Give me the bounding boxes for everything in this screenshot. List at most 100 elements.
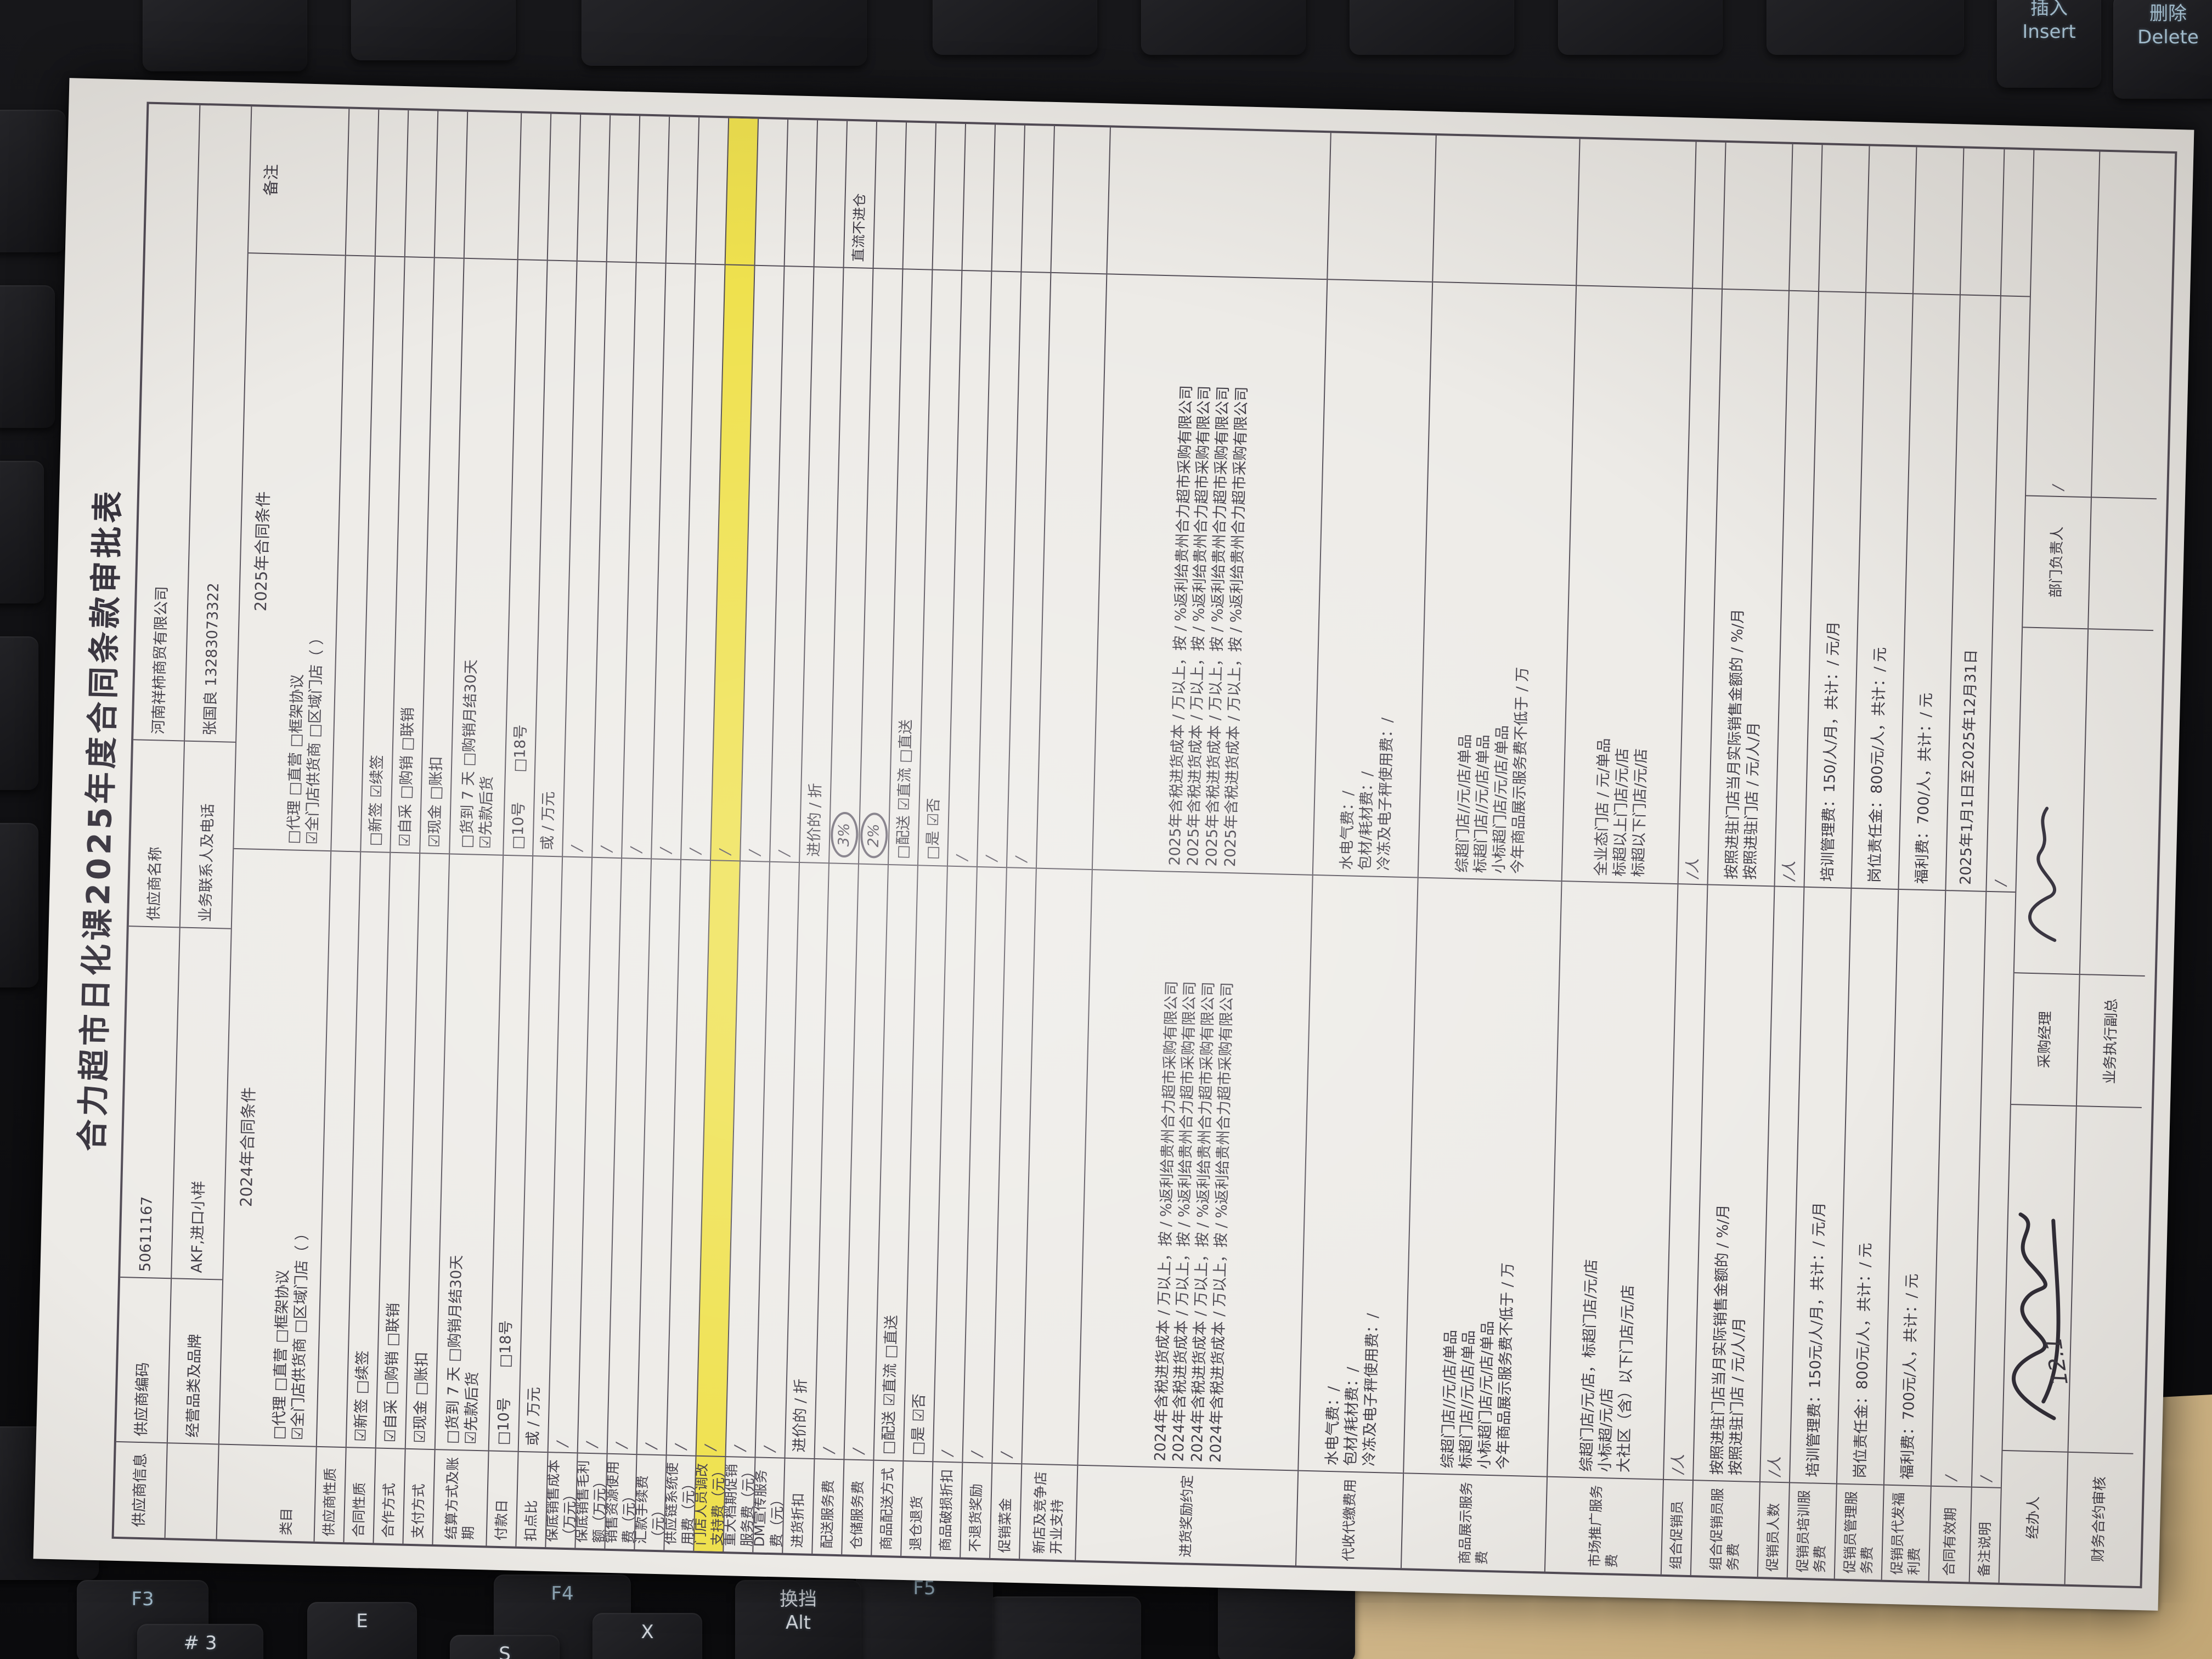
row-note bbox=[666, 116, 699, 265]
key-s: S bbox=[450, 1635, 560, 1659]
insert-key: 插入 Insert bbox=[1997, 0, 2101, 88]
row-note bbox=[992, 125, 1024, 273]
value-2025: 水电气费：/ 包材/耗材费：/ 冷冻及电子秤使用费：/ bbox=[1313, 280, 1432, 878]
value-2024-text: 2024年含税进货成本 / 万以上，按 / %返利给贵州合力超市采购有限公司 2… bbox=[1152, 980, 1236, 1463]
value-2024-text: / bbox=[554, 1441, 572, 1447]
f5-key-label: F5 bbox=[913, 1577, 936, 1599]
header-note: 备注 bbox=[248, 106, 294, 255]
header-label-col bbox=[217, 1444, 261, 1540]
approval-spacer-label bbox=[2089, 498, 2157, 631]
value-2025-text: □配送 ☑直流 □直送 bbox=[894, 719, 915, 860]
value-2025-text: / bbox=[657, 848, 675, 854]
row-note bbox=[435, 111, 467, 259]
row-label: 供应商性质 bbox=[321, 1468, 339, 1537]
contract-approval-form: 合力超市日化课2025年度合同条款审批表 供应商信息 供应商编码 5061116… bbox=[33, 78, 2194, 1611]
keyboard-key bbox=[1350, 0, 1514, 55]
row-note bbox=[1693, 142, 1725, 290]
value-2024-text: □是 ☑否 bbox=[909, 1393, 928, 1455]
finance-review-cell bbox=[2068, 1107, 2142, 1454]
key-3: # 3 bbox=[137, 1624, 263, 1659]
value-2024-text: / bbox=[968, 1451, 986, 1457]
row-label: 退仓退货 bbox=[907, 1496, 926, 1551]
row-label: 备注说明 bbox=[1976, 1521, 1994, 1577]
value-2025-text: □10号 □18号 bbox=[509, 724, 530, 850]
vp-cell bbox=[2080, 629, 2154, 977]
document: 合力超市日化课2025年度合同条款审批表 供应商信息 供应商编码 5061116… bbox=[48, 100, 2177, 1589]
row-note bbox=[1819, 145, 1869, 294]
keyboard-key bbox=[143, 0, 307, 71]
delete-key: 删除 Delete bbox=[2113, 0, 2212, 99]
row-note bbox=[405, 110, 438, 258]
keyboard-key bbox=[0, 461, 44, 603]
category-label: 经营品类及品牌 bbox=[167, 1279, 223, 1445]
value-2025-text: 福利费：700/人，共计：/ 元 bbox=[1913, 692, 1936, 884]
row-note bbox=[1723, 142, 1792, 291]
value-2025: 全业态门店 / 元/单品 标超以上门店/元/店 标超以下门店/元/店 bbox=[1562, 286, 1692, 885]
form-table: 供应商信息 供应商编码 50611167 供应商名称 河南祥柿商贸有限公司 经营… bbox=[111, 101, 2177, 1589]
purchase-manager-label: 采购经理 bbox=[2011, 973, 2079, 1107]
alt-key: 换挡 Alt bbox=[735, 1580, 861, 1659]
key-e: E bbox=[307, 1602, 417, 1659]
row-label: 促销员管理服务费 bbox=[1841, 1491, 1876, 1575]
row-label: 结算方式及账期 bbox=[443, 1457, 477, 1540]
key-s-label: S bbox=[499, 1643, 511, 1659]
value-2025-text: 综超门店//元/店/单品 标超门店//元/店/单品 小标超门店/元/店/单品 今… bbox=[1453, 667, 1531, 874]
value-2024-text: ☑自采 □购销 □联销 bbox=[382, 1302, 403, 1443]
row-label: 合同有效期 bbox=[1941, 1507, 1959, 1576]
value-2024-text: 或 / 万元 bbox=[524, 1386, 543, 1446]
value-2024-text: □10号 □18号 bbox=[495, 1320, 515, 1446]
keyboard-key bbox=[933, 0, 1097, 55]
table-row: 进货奖励约定 2024年含税进货成本 / 万以上，按 / %返利给贵州合力超市采… bbox=[1075, 127, 1330, 1566]
supplier-name-label: 供应商名称 bbox=[128, 740, 184, 928]
value-2024-text: /人 bbox=[1669, 1454, 1688, 1474]
value-2025-text: □代理 □直营 □框架协议 ☑全门店供货商 □区域门店（ ） bbox=[285, 630, 326, 845]
value-2024-text: 综超门店/元/店，标超门店/元/店 小标超/元/店 大社区（含）以下门店/元/店 bbox=[1578, 1259, 1637, 1473]
value-2024-text: / bbox=[672, 1444, 690, 1450]
row-note bbox=[962, 124, 995, 272]
value-2024-text: / bbox=[1943, 1475, 1960, 1481]
row-label: 促销菜金 bbox=[996, 1498, 1014, 1553]
row-note bbox=[346, 109, 379, 257]
value-2025-text: 水电气费：/ 包材/耗材费：/ 冷冻及电子秤使用费：/ bbox=[1338, 717, 1396, 871]
row-note bbox=[2001, 149, 2034, 297]
row-label: 类目 bbox=[278, 1508, 295, 1536]
row-note bbox=[1433, 135, 1579, 286]
row-label: DM宣传服务费（元） bbox=[753, 1469, 785, 1548]
value-2024-text: / bbox=[702, 1444, 720, 1451]
insert-key-label: 插入 Insert bbox=[2022, 0, 2076, 43]
value-2025-text: / bbox=[687, 848, 704, 854]
dept-head-label: 部门负责人 bbox=[2023, 496, 2091, 629]
row-note bbox=[1107, 127, 1330, 280]
row-note bbox=[755, 119, 788, 267]
row-label: 合同性质 bbox=[351, 1482, 368, 1538]
row-label: 新店及竞争店开业支持 bbox=[1031, 1471, 1065, 1555]
row-note bbox=[1022, 125, 1054, 273]
row-note bbox=[290, 108, 349, 256]
row-label: 代收代缴费用 bbox=[1340, 1479, 1359, 1562]
row-label: 配送服务费 bbox=[819, 1480, 837, 1549]
value-2024-text: / bbox=[613, 1442, 631, 1448]
row-label: 商品展示服务费 bbox=[1456, 1481, 1490, 1565]
value-2025-text: / bbox=[776, 850, 793, 856]
row-label: 促销员代发福利费 bbox=[1888, 1492, 1923, 1576]
value-2024-text: 岗位责任金：800元/人，共计：/ 元 bbox=[1852, 1243, 1875, 1479]
value-2025-text: / bbox=[598, 846, 616, 852]
approval-spacer-cell bbox=[2091, 151, 2165, 499]
value-2025-text: 进价的 / 折 bbox=[805, 783, 825, 857]
row-note bbox=[785, 120, 817, 268]
value-2025-text: 2025年1月1日至2025年12月31日 bbox=[1957, 649, 1980, 885]
row-label: 供应链系统使用费（元） bbox=[664, 1462, 696, 1545]
value-2025-text: /人 bbox=[1780, 860, 1798, 881]
value-2025: 综超门店//元/店/单品 标超门店//元/店/单品 小标超门店/元/店/单品 今… bbox=[1418, 282, 1576, 882]
keyboard-key bbox=[1141, 0, 1306, 55]
row-note bbox=[933, 123, 965, 271]
value-2025-text: 全业态门店 / 元/单品 标超以上门店/元/店 标超以下门店/元/店 bbox=[1593, 738, 1650, 877]
row-note bbox=[375, 109, 408, 258]
keyboard-key bbox=[0, 636, 38, 790]
key-e-label: E bbox=[356, 1610, 368, 1632]
row-note: 直流不进仓 bbox=[844, 121, 877, 269]
value-2025-text: ☑现金 □账扣 bbox=[426, 756, 445, 848]
row-note bbox=[636, 116, 669, 264]
row-label: 商品破损折扣 bbox=[937, 1469, 956, 1552]
value-2024: 水电气费：/ 包材/耗材费：/ 冷冻及电子秤使用费：/ bbox=[1299, 875, 1418, 1474]
